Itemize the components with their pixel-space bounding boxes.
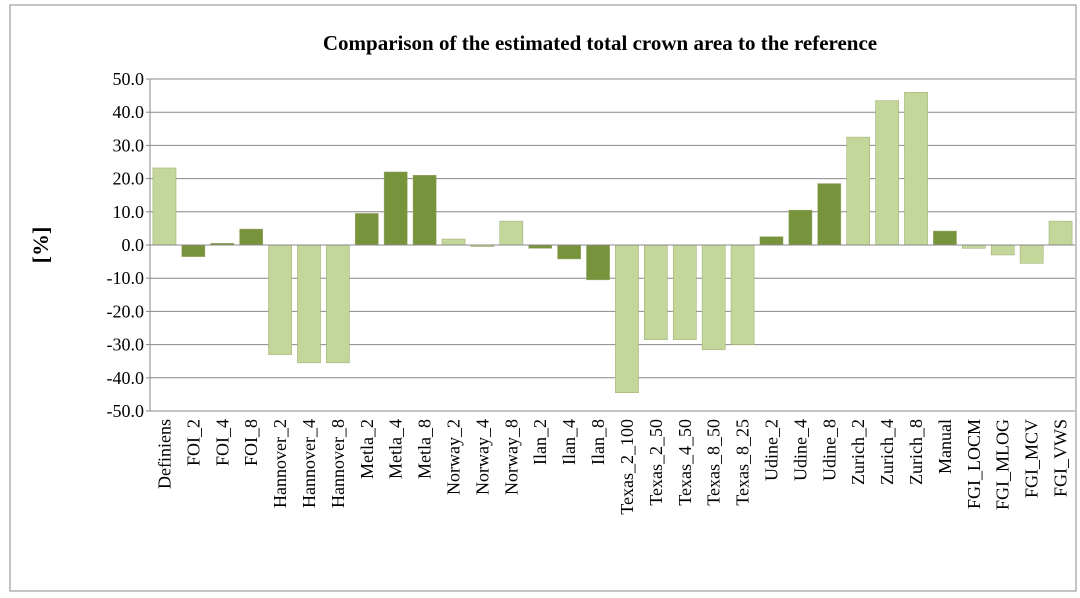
bar	[499, 220, 524, 246]
x-tick-label: Hannover_2	[270, 419, 290, 508]
x-tick-label: Metla_8	[415, 419, 435, 479]
x-tick-label: Texas_2_50	[646, 419, 666, 506]
x-tick-label: FGI_VWS	[1051, 419, 1071, 497]
y-axis-label: [%]	[28, 227, 53, 264]
x-tick-label: FOI_2	[183, 419, 203, 466]
bar	[181, 244, 206, 257]
x-tick-label: Metla_2	[357, 419, 377, 479]
x-tick-label: FGI_LOCM	[964, 419, 984, 509]
x-tick-label: Manual	[935, 419, 955, 474]
bar	[297, 244, 321, 364]
y-tick-label: 10.0	[113, 202, 145, 222]
x-tick-label: Norway_4	[472, 419, 492, 495]
bar	[672, 244, 697, 340]
y-tick-label: -50.0	[107, 401, 145, 421]
x-tick-label: Texas_8_50	[704, 419, 724, 506]
x-tick-label: FOI_8	[241, 419, 261, 466]
bar	[788, 209, 813, 246]
bar	[759, 236, 784, 246]
bar	[268, 244, 292, 355]
x-tick-label: FOI_4	[212, 419, 232, 466]
bar	[383, 171, 408, 246]
bar	[817, 183, 842, 246]
x-tick-label: Definiens	[154, 419, 174, 489]
y-tick-label: -30.0	[107, 335, 145, 355]
x-tick-label: Metla_4	[386, 419, 406, 479]
x-tick-label: Hannover_4	[299, 419, 319, 508]
bar	[615, 244, 639, 393]
bar	[875, 100, 899, 246]
x-tick-label: Udine_4	[790, 419, 810, 481]
bar	[644, 244, 668, 340]
x-tick-label: FGI_MLOG	[993, 419, 1013, 510]
bar	[586, 244, 610, 281]
bar	[326, 244, 350, 364]
bar	[1048, 220, 1073, 246]
y-tick-label: -20.0	[107, 301, 145, 321]
x-tick-label: Hannover_8	[328, 419, 348, 508]
bar	[441, 238, 466, 246]
x-tick-label: Zurich_4	[877, 419, 897, 485]
bar	[990, 244, 1015, 256]
y-tick-label: -10.0	[107, 268, 145, 288]
bar	[730, 244, 755, 345]
x-tick-label: Ilan_2	[530, 419, 550, 465]
x-tick-label: Ilan_8	[588, 419, 608, 465]
x-tick-label: Zurich_8	[906, 419, 926, 485]
x-tick-label: Udine_8	[819, 419, 839, 481]
bar	[701, 244, 726, 350]
bar	[412, 175, 437, 246]
bar	[1019, 244, 1044, 264]
bar	[239, 228, 263, 246]
y-tick-label: 20.0	[113, 169, 145, 189]
bar	[933, 230, 957, 246]
y-tick-label: 30.0	[113, 135, 145, 155]
bar	[904, 92, 928, 246]
bar	[846, 136, 871, 246]
chart-title: Comparison of the estimated total crown …	[323, 31, 877, 55]
y-tick-label: -40.0	[107, 368, 145, 388]
y-tick-label: 50.0	[113, 69, 145, 89]
x-tick-label: Norway_2	[444, 419, 464, 495]
y-tick-label: 0.0	[122, 235, 145, 255]
x-tick-label: Zurich_2	[848, 419, 868, 485]
x-tick-label: Norway_8	[501, 419, 521, 495]
x-tick-label: FGI_MCV	[1022, 419, 1042, 498]
x-tick-label: Texas_4_50	[675, 419, 695, 506]
bar	[557, 244, 581, 260]
x-tick-label: Ilan_4	[559, 419, 579, 465]
bar	[152, 167, 177, 246]
y-tick-label: 40.0	[113, 102, 145, 122]
x-tick-label: Udine_2	[761, 419, 781, 481]
bar	[354, 213, 379, 246]
x-tick-label: Texas_2_100	[617, 419, 637, 515]
x-tick-label: Texas_8_25	[733, 419, 753, 506]
